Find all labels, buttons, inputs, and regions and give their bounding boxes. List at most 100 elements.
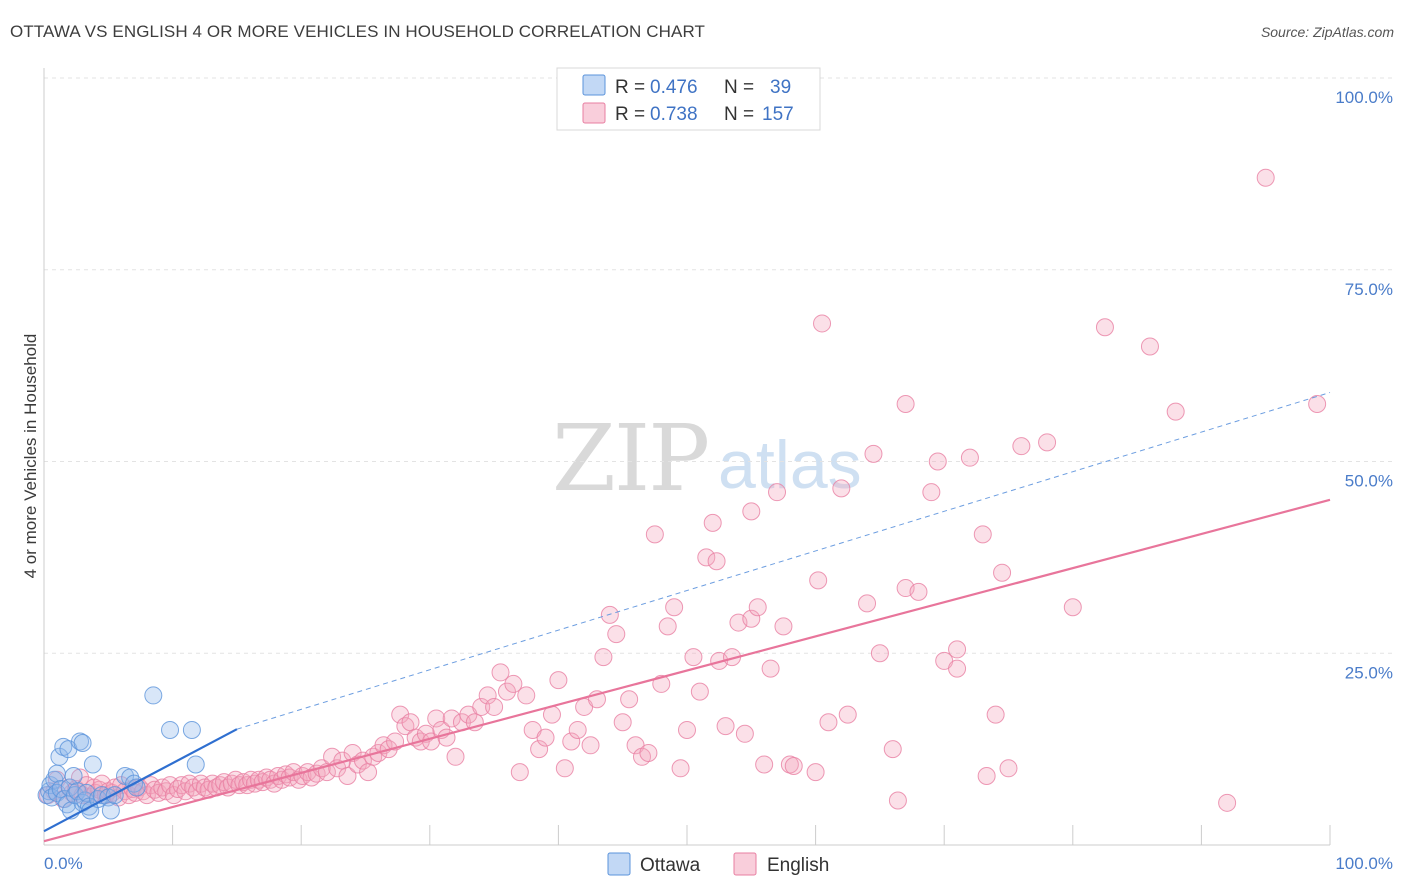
- english-point-85: [386, 732, 405, 751]
- legend: Ottawa English: [607, 852, 829, 876]
- ottawa-point-22: [77, 783, 96, 802]
- english-point-108: [517, 686, 536, 705]
- ottawa-point-35: [161, 720, 180, 739]
- english-point-153: [858, 594, 877, 613]
- english-point-165: [1012, 437, 1031, 456]
- legend-label-english: English: [767, 855, 829, 876]
- english-point-147: [768, 483, 787, 502]
- english-point-97: [446, 747, 465, 766]
- english-point-151: [819, 713, 838, 732]
- english-point-105: [497, 682, 516, 701]
- english-point-123: [613, 713, 632, 732]
- english-point-175: [896, 394, 915, 413]
- english-point-135: [690, 682, 709, 701]
- stats-n-value-english: 157: [762, 104, 794, 125]
- ottawa-point-7: [50, 747, 69, 766]
- english-point-104: [491, 663, 510, 682]
- english-point-150: [806, 763, 825, 782]
- x-tick-label-max: 100.0%: [1335, 854, 1393, 873]
- english-point-86: [391, 705, 410, 724]
- english-point-170: [1166, 402, 1185, 421]
- english-point-110: [530, 740, 549, 759]
- chart-title: OTTAWA VS ENGLISH 4 OR MORE VEHICLES IN …: [10, 22, 706, 41]
- english-point-183: [888, 791, 907, 810]
- english-point-118: [581, 736, 600, 755]
- y-tick-label-100: 100.0%: [1335, 88, 1393, 107]
- english-point-171: [1218, 793, 1237, 812]
- ottawa-point-25: [83, 755, 102, 774]
- ottawa-point-30: [105, 786, 124, 805]
- y-tick-label-25: 25.0%: [1345, 663, 1393, 682]
- english-point-103: [485, 697, 504, 716]
- english-point-102: [478, 686, 497, 705]
- ottawa-trend-extension: [236, 391, 1331, 730]
- stats-n-label-ottawa: N =: [724, 77, 754, 98]
- x-axis-ticks: [172, 825, 1331, 845]
- legend-swatch-english: [733, 852, 757, 876]
- english-point-133: [678, 720, 696, 739]
- y-tick-labels: 25.0% 50.0% 75.0% 100.0%: [1335, 88, 1393, 682]
- english-point-127: [639, 743, 658, 762]
- english-point-144: [748, 598, 767, 617]
- english-point-177: [993, 563, 1012, 582]
- english-point-96: [442, 709, 461, 728]
- english-point-124: [620, 690, 639, 709]
- english-point-152: [838, 705, 857, 724]
- english-point-173: [1308, 394, 1327, 413]
- english-point-131: [665, 598, 684, 617]
- english-point-145: [755, 755, 774, 774]
- english-point-116: [568, 720, 587, 739]
- english-point-162: [973, 525, 992, 544]
- english-point-157: [909, 582, 928, 601]
- ottawa-points: [37, 686, 205, 820]
- english-point-130: [658, 617, 677, 636]
- english-point-185: [832, 479, 851, 498]
- english-point-101: [472, 697, 491, 716]
- english-point-143: [742, 609, 761, 628]
- stats-swatch-english: [582, 102, 606, 124]
- english-trend-line: [43, 498, 1331, 843]
- ottawa-trend-line: [43, 728, 238, 833]
- english-point-148: [774, 617, 793, 636]
- stats-r-label-ottawa: R =: [615, 77, 645, 98]
- source-label: Source: ZipAtlas.com: [1260, 24, 1394, 40]
- english-point-137: [703, 513, 722, 532]
- ottawa-point-36: [182, 720, 201, 739]
- ottawa-point-17: [68, 782, 87, 801]
- english-point-178: [928, 452, 947, 471]
- english-point-168: [1095, 318, 1114, 337]
- watermark-zip: ZIP: [552, 405, 708, 512]
- english-point-167: [1063, 598, 1082, 617]
- english-point-166: [1038, 433, 1057, 452]
- english-point-180: [742, 502, 761, 521]
- english-point-122: [607, 625, 626, 644]
- english-point-114: [555, 759, 574, 778]
- english-point-115: [562, 732, 581, 751]
- ottawa-point-34: [144, 686, 163, 705]
- english-point-93: [427, 709, 446, 728]
- legend-label-ottawa: Ottawa: [640, 855, 701, 876]
- legend-swatch-ottawa: [607, 852, 631, 876]
- english-point-160: [948, 659, 967, 678]
- english-point-142: [735, 724, 754, 743]
- english-point-134: [684, 648, 703, 667]
- english-point-186: [977, 766, 996, 785]
- english-point-154: [870, 644, 889, 663]
- stats-r-label-english: R =: [615, 104, 645, 125]
- english-point-155: [883, 740, 902, 759]
- english-point-76: [338, 766, 357, 785]
- english-point-139: [716, 717, 735, 736]
- english-point-161: [960, 448, 979, 467]
- english-point-128: [645, 525, 664, 544]
- english-point-113: [549, 671, 568, 690]
- stats-n-value-ottawa: 39: [770, 77, 791, 98]
- ottawa-point-15: [64, 766, 83, 785]
- english-point-174: [813, 314, 832, 333]
- stats-box: R = 0.476 N = 39 R = 0.738 N = 157: [556, 67, 821, 131]
- english-point-179: [864, 444, 883, 463]
- english-point-88: [401, 713, 420, 732]
- english-point-184: [809, 571, 828, 590]
- english-point-121: [600, 605, 619, 624]
- english-point-106: [504, 674, 523, 693]
